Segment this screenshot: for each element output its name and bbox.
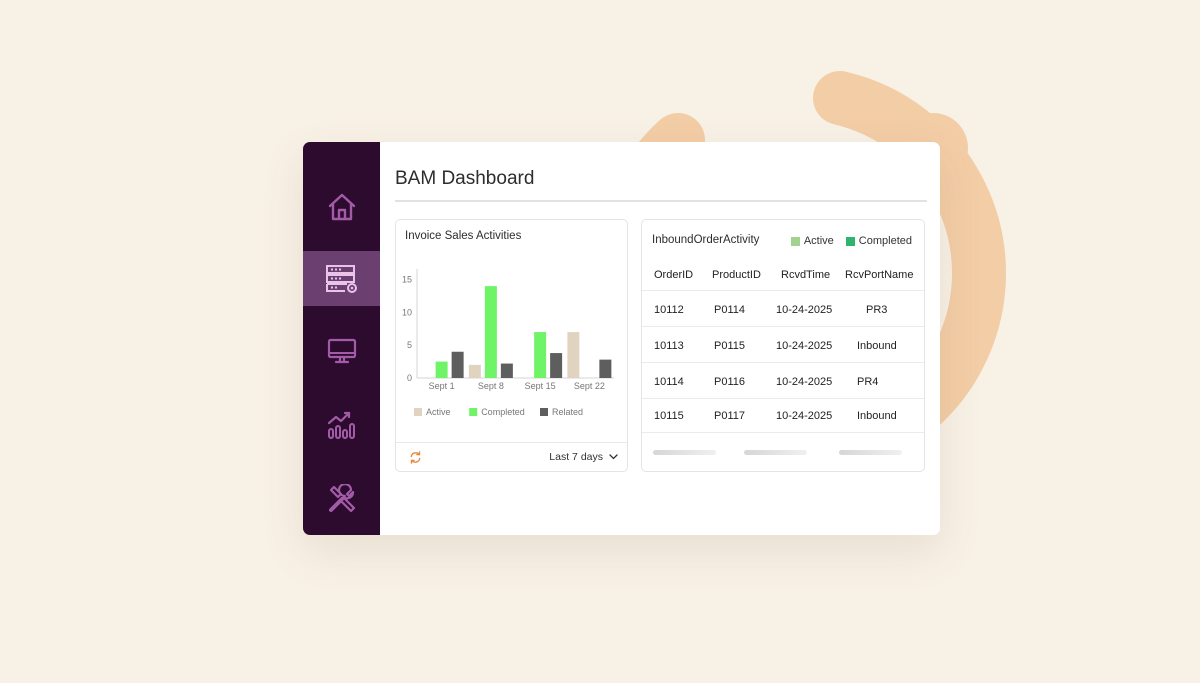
table-legend: Active Completed — [790, 235, 912, 247]
cell-orderid: 10112 — [654, 304, 684, 316]
dashboard-window: BAM Dashboard Invoice Sales Activities 0… — [303, 142, 940, 535]
legend-swatch-active — [414, 408, 422, 416]
inbound-order-card: InboundOrderActivity Active Completed Or… — [641, 219, 925, 472]
table-card-title: InboundOrderActivity — [652, 234, 760, 246]
legend-label-active: Active — [426, 407, 451, 417]
legend-label-related: Related — [552, 407, 583, 417]
bar-related — [500, 363, 513, 378]
y-tick-label: 0 — [407, 373, 412, 383]
main-content: BAM Dashboard Invoice Sales Activities 0… — [380, 142, 940, 535]
chart-footer: Last 7 days — [396, 442, 627, 472]
x-tick-label: Sept 22 — [574, 381, 605, 391]
cell-rcvdtime: 10-24-2025 — [776, 340, 833, 352]
x-tick-label: Sept 8 — [478, 381, 504, 391]
y-tick-label: 5 — [407, 340, 412, 350]
cell-productid: P0117 — [714, 410, 745, 422]
y-tick-label: 10 — [402, 307, 412, 317]
invoice-sales-chart: 0 5 10 15 Sept 1 Sept 8 Sept 15 Sept 22 Active Co… — [402, 269, 614, 417]
cell-rcvdtime: 10-24-2025 — [776, 304, 833, 316]
column-header-rcvportname[interactable]: RcvPortName — [845, 269, 914, 281]
chart-card-title: Invoice Sales Activities — [405, 230, 522, 242]
legend-label-completed: Completed — [481, 407, 525, 417]
cell-rcvdtime: 10-24-2025 — [776, 410, 833, 422]
cell-productid: P0116 — [714, 376, 745, 388]
monitor-icon — [327, 338, 356, 363]
table-row[interactable]: 10114 P0116 10-24-2025 PR4 — [642, 364, 924, 399]
title-divider — [395, 200, 927, 202]
legend-item-active: Active — [790, 235, 834, 247]
bar-related — [599, 359, 612, 378]
cell-productid: P0115 — [714, 340, 745, 352]
legend-swatch-active — [790, 236, 800, 246]
bar-related — [451, 351, 464, 378]
bar-completed — [484, 286, 497, 378]
scroll-indicator[interactable] — [653, 450, 716, 455]
sidebar-item-analytics[interactable] — [303, 397, 380, 452]
table-row[interactable]: 10112 P0114 10-24-2025 PR3 — [642, 292, 924, 327]
column-header-rcvdtime[interactable]: RcvdTime — [781, 269, 831, 281]
x-tick-label: Sept 15 — [525, 381, 556, 391]
tools-icon — [328, 483, 355, 512]
bar-active — [567, 332, 580, 378]
analytics-icon — [327, 411, 355, 439]
legend-label-active: Active — [803, 235, 834, 247]
server-settings-icon — [325, 264, 357, 293]
sidebar-item-monitor[interactable] — [303, 323, 380, 378]
cell-orderid: 10115 — [654, 410, 684, 422]
refresh-icon[interactable] — [409, 451, 422, 464]
bar-related — [550, 353, 563, 378]
table-header: OrderID ProductID RcvdTime RcvPortName — [642, 258, 924, 291]
table-row[interactable]: 10113 P0115 10-24-2025 Inbound — [642, 328, 924, 363]
cell-rcvportname: Inbound — [857, 340, 897, 352]
x-tick-label: Sept 1 — [429, 381, 455, 391]
cell-rcvdtime: 10-24-2025 — [776, 376, 833, 388]
cell-rcvportname: PR3 — [866, 304, 888, 316]
date-range-select[interactable]: Last 7 days — [549, 451, 618, 463]
chevron-down-icon — [609, 454, 618, 460]
bar-completed — [435, 361, 448, 378]
legend-swatch-completed — [845, 236, 855, 246]
cell-productid: P0114 — [714, 304, 745, 316]
legend-label-completed: Completed — [858, 235, 912, 247]
page-title: BAM Dashboard — [395, 168, 535, 189]
sidebar — [303, 142, 380, 535]
legend-swatch-completed — [469, 408, 478, 416]
home-icon — [328, 193, 355, 220]
invoice-sales-card: Invoice Sales Activities 0 5 10 15 Sept 1 Sep… — [395, 219, 628, 472]
date-range-label: Last 7 days — [549, 451, 603, 463]
bar-active — [468, 364, 481, 378]
column-header-productid[interactable]: ProductID — [712, 269, 761, 281]
sidebar-item-home[interactable] — [303, 179, 380, 234]
y-tick-label: 15 — [402, 275, 412, 285]
sidebar-item-servers[interactable] — [303, 251, 380, 306]
legend-swatch-related — [540, 408, 548, 416]
bar-completed — [534, 332, 547, 378]
column-header-orderid[interactable]: OrderID — [654, 269, 694, 281]
cell-rcvportname: PR4 — [857, 376, 879, 388]
sidebar-item-tools[interactable] — [303, 471, 380, 526]
table-row[interactable]: 10115 P0117 10-24-2025 Inbound — [642, 398, 924, 433]
cell-rcvportname: Inbound — [857, 410, 897, 422]
scroll-indicator[interactable] — [839, 450, 902, 455]
scroll-indicator[interactable] — [744, 450, 807, 455]
legend-item-completed: Completed — [845, 235, 912, 247]
cell-orderid: 10114 — [654, 376, 684, 388]
cell-orderid: 10113 — [654, 340, 684, 352]
